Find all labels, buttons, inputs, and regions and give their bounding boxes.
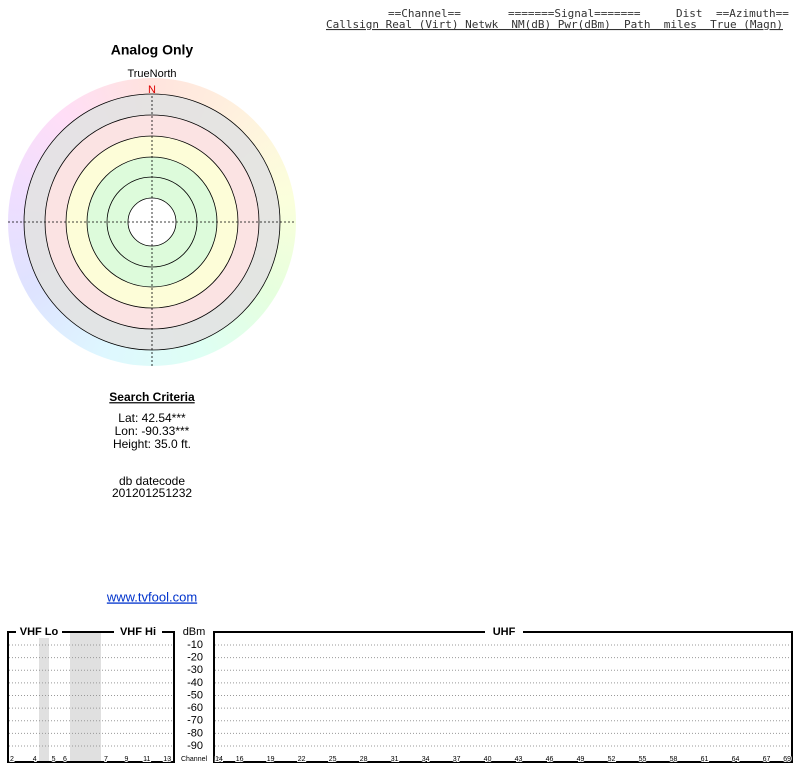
vhf-hi-label: VHF Hi: [120, 626, 156, 638]
criteria-heading: Search Criteria: [109, 390, 195, 404]
channel-tick-label: 13: [163, 756, 171, 763]
label-bg: [485, 626, 523, 638]
header-group: ==Channel==: [388, 7, 461, 20]
dbm-tick-label: -10: [187, 639, 203, 651]
north-label: TrueNorth: [127, 68, 176, 80]
channel-tick-label: 4: [33, 756, 37, 763]
channel-tick-label: 46: [546, 756, 554, 763]
channel-tick-label: 11: [143, 756, 150, 763]
criteria-height: Height: 35.0 ft.: [113, 437, 191, 451]
dbm-tick-label: -20: [187, 652, 203, 664]
channel-tick-label: 16: [236, 756, 244, 763]
datecode: 201201251232: [112, 486, 192, 500]
dbm-tick-label: -50: [187, 689, 203, 701]
uhf-label: UHF: [493, 626, 516, 638]
criteria-lat: Lat: 42.54***: [118, 411, 186, 425]
spectrum-chart: VHF Lo VHF Hi UHF dBm Channel -10-20-30-…: [7, 626, 793, 764]
channel-tick-label: 2: [10, 756, 14, 763]
channel-tick-label: 61: [701, 756, 709, 763]
channel-tick-label: 22: [298, 756, 306, 763]
vhf-lo-label: VHF Lo: [20, 626, 59, 638]
radar-title: Analog Only: [111, 42, 194, 58]
channel-label: Channel: [181, 756, 208, 763]
criteria-lon: Lon: -90.33***: [115, 424, 190, 438]
channel-tick-label: 28: [360, 756, 368, 763]
channel-tick-label: 43: [515, 756, 523, 763]
channel-tick-label: 9: [124, 756, 128, 763]
dbm-tick-label: -40: [187, 677, 203, 689]
channel-tick-label: 14: [215, 756, 223, 763]
gap-band: [70, 633, 101, 761]
channel-tick-label: 55: [639, 756, 647, 763]
gap-band: [39, 633, 49, 761]
label-bg: [114, 626, 162, 638]
channel-tick-label: 34: [422, 756, 430, 763]
channel-tick-label: 6: [63, 756, 67, 763]
unit-label: dBm: [183, 626, 206, 638]
channel-tick-label: 7: [104, 756, 108, 763]
site-link[interactable]: www.tvfool.com: [106, 589, 197, 604]
channel-tick-label: 40: [484, 756, 492, 763]
header-group: Dist: [676, 7, 703, 20]
header-group: =======Signal=======: [508, 7, 641, 20]
north-marker: N: [148, 84, 156, 96]
channel-tick-label: 58: [670, 756, 678, 763]
dbm-tick-label: -60: [187, 702, 203, 714]
label-bg: [16, 626, 62, 638]
channel-tick-label: 67: [763, 756, 771, 763]
vhf-frame: [7, 631, 175, 763]
dbm-tick-label: -30: [187, 664, 203, 676]
uhf-frame: [213, 631, 793, 763]
channel-tick-label: 52: [608, 756, 616, 763]
channel-tick-label: 31: [391, 756, 399, 763]
channel-tick-label: 19: [267, 756, 275, 763]
dbm-tick-label: -70: [187, 715, 203, 727]
dbm-tick-label: -80: [187, 727, 203, 739]
header-group: ==Azimuth==: [716, 7, 789, 20]
channel-tick-label: 64: [732, 756, 740, 763]
channel-tick-label: 5: [52, 756, 56, 763]
channel-tick-label: 49: [577, 756, 585, 763]
datecode-label: db datecode: [119, 474, 185, 488]
channel-tick-label: 25: [329, 756, 337, 763]
dbm-tick-label: -90: [187, 740, 203, 752]
channel-tick-label: 69: [783, 756, 791, 763]
header-columns: Callsign Real (Virt) Netwk NM(dB) Pwr(dB…: [326, 18, 783, 31]
channel-tick-label: 37: [453, 756, 461, 763]
